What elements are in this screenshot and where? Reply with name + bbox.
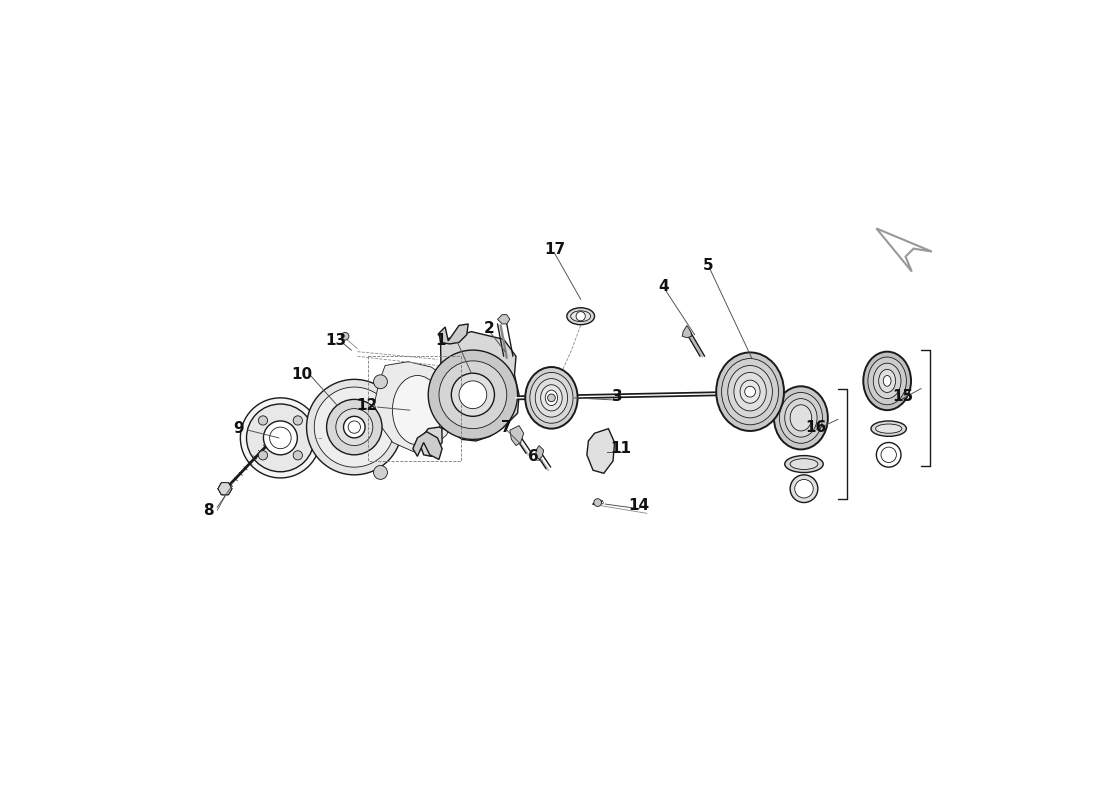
Text: 14: 14: [628, 498, 650, 513]
Circle shape: [374, 466, 387, 479]
Ellipse shape: [774, 386, 828, 450]
Polygon shape: [374, 362, 454, 452]
Circle shape: [881, 447, 896, 462]
Text: 12: 12: [356, 398, 378, 413]
Circle shape: [270, 427, 292, 449]
Ellipse shape: [716, 353, 784, 431]
Ellipse shape: [784, 455, 823, 473]
Ellipse shape: [864, 352, 911, 410]
Polygon shape: [497, 314, 510, 324]
Text: 16: 16: [805, 419, 827, 434]
Ellipse shape: [536, 378, 568, 417]
Text: 13: 13: [326, 334, 346, 348]
Ellipse shape: [722, 358, 779, 425]
Circle shape: [307, 379, 403, 475]
Text: 3: 3: [613, 389, 623, 404]
Ellipse shape: [526, 367, 578, 429]
Text: 11: 11: [610, 441, 631, 456]
Circle shape: [459, 381, 486, 409]
Polygon shape: [510, 426, 524, 446]
Ellipse shape: [541, 385, 562, 411]
Ellipse shape: [740, 380, 760, 403]
Circle shape: [374, 375, 387, 389]
Circle shape: [594, 498, 602, 506]
Text: 9: 9: [233, 421, 244, 436]
Polygon shape: [439, 324, 469, 344]
Circle shape: [794, 479, 813, 498]
Text: 4: 4: [659, 279, 669, 294]
Circle shape: [258, 416, 267, 425]
Circle shape: [294, 450, 302, 460]
Ellipse shape: [876, 424, 902, 434]
Polygon shape: [419, 332, 519, 456]
Ellipse shape: [790, 458, 818, 470]
Circle shape: [336, 409, 373, 446]
Circle shape: [258, 450, 267, 460]
Ellipse shape: [879, 370, 895, 393]
Text: 8: 8: [202, 502, 213, 518]
Circle shape: [428, 350, 517, 439]
Ellipse shape: [393, 375, 442, 445]
Ellipse shape: [546, 390, 558, 406]
Polygon shape: [682, 326, 692, 338]
Ellipse shape: [571, 311, 591, 322]
Polygon shape: [877, 229, 932, 271]
Ellipse shape: [566, 308, 595, 325]
Text: 5: 5: [703, 258, 714, 273]
Ellipse shape: [728, 366, 772, 418]
Circle shape: [246, 404, 315, 472]
Ellipse shape: [873, 363, 901, 398]
Text: 2: 2: [484, 321, 494, 336]
Ellipse shape: [734, 373, 767, 411]
Text: 17: 17: [543, 242, 565, 258]
Polygon shape: [412, 432, 442, 459]
Circle shape: [451, 373, 495, 416]
Ellipse shape: [530, 373, 573, 423]
Text: 7: 7: [502, 419, 513, 434]
Circle shape: [327, 399, 382, 455]
Circle shape: [240, 398, 320, 478]
Ellipse shape: [883, 375, 891, 386]
Circle shape: [264, 421, 297, 455]
Text: 6: 6: [528, 449, 538, 464]
Text: 15: 15: [892, 389, 913, 404]
Ellipse shape: [779, 393, 823, 443]
Polygon shape: [536, 446, 543, 459]
Text: 1: 1: [436, 334, 446, 348]
Ellipse shape: [868, 357, 906, 405]
Circle shape: [343, 416, 365, 438]
Circle shape: [341, 332, 349, 340]
Text: 10: 10: [292, 367, 312, 382]
Circle shape: [294, 416, 302, 425]
Ellipse shape: [784, 398, 817, 437]
Circle shape: [548, 394, 556, 402]
Ellipse shape: [871, 421, 906, 436]
Circle shape: [348, 421, 361, 434]
Circle shape: [576, 312, 585, 321]
Polygon shape: [587, 429, 615, 474]
Circle shape: [439, 361, 507, 429]
Circle shape: [877, 442, 901, 467]
Circle shape: [790, 475, 818, 502]
Ellipse shape: [790, 405, 812, 431]
Circle shape: [315, 387, 395, 467]
Circle shape: [745, 386, 756, 397]
